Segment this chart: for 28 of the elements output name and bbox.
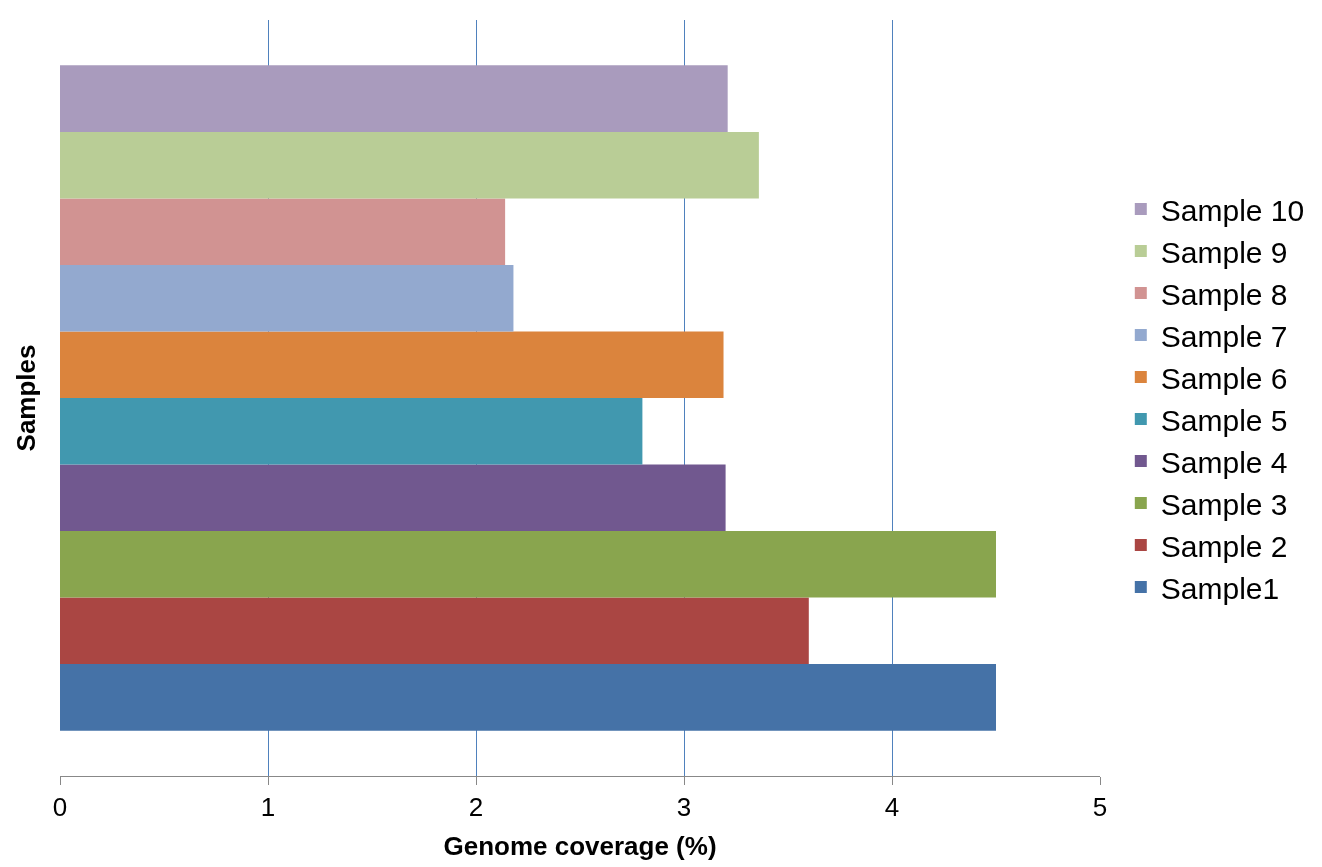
bar xyxy=(60,264,514,332)
y-axis-title: Samples xyxy=(11,344,42,452)
legend-label: Sample 9 xyxy=(1160,235,1288,269)
legend-label: Sample 7 xyxy=(1160,319,1288,353)
x-tick-label: 0 xyxy=(52,792,68,823)
legend-label: Sample1 xyxy=(1160,571,1280,605)
bar xyxy=(60,65,728,132)
bar xyxy=(60,198,506,265)
bar xyxy=(60,398,643,465)
x-tick-label: 3 xyxy=(676,792,692,823)
legend-label: Sample 8 xyxy=(1160,277,1288,311)
bar xyxy=(60,597,809,665)
legend-label: Sample 5 xyxy=(1160,403,1288,437)
bar xyxy=(60,531,996,598)
x-axis-title: Genome coverage (%) xyxy=(443,830,717,861)
x-tick-label: 1 xyxy=(260,792,276,823)
x-tick-label: 4 xyxy=(884,792,900,823)
x-tick-label: 2 xyxy=(468,792,484,823)
legend-label: Sample 3 xyxy=(1160,487,1288,521)
legend-label: Sample 6 xyxy=(1160,361,1288,395)
legend-label: Sample 4 xyxy=(1160,445,1288,479)
bar xyxy=(60,464,726,532)
x-tick-label: 5 xyxy=(1092,792,1108,823)
legend-label: Sample 2 xyxy=(1160,529,1288,563)
legend-label: Sample 10 xyxy=(1160,193,1305,227)
bar xyxy=(60,664,996,731)
bar xyxy=(60,131,759,199)
bar xyxy=(60,331,724,398)
